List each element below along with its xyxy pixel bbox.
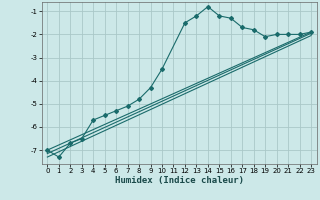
X-axis label: Humidex (Indice chaleur): Humidex (Indice chaleur) <box>115 176 244 185</box>
